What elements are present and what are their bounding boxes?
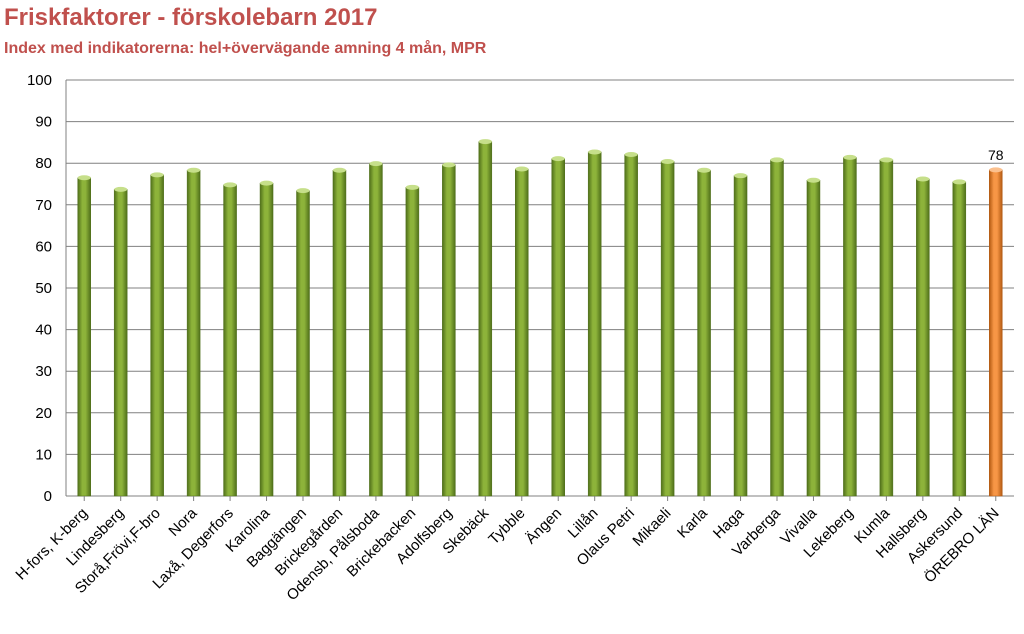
bar-5	[259, 182, 274, 497]
bar-top-6	[296, 188, 310, 194]
y-tick-label: 70	[35, 197, 52, 214]
bar-17	[697, 170, 711, 497]
bar-top-9	[405, 184, 419, 190]
y-tick-label: 0	[44, 488, 52, 505]
bar-25	[989, 169, 1003, 497]
x-tick-label: Mikaeli	[629, 505, 674, 550]
y-tick-label: 90	[35, 114, 52, 131]
bar-18	[733, 175, 748, 497]
bar-24	[952, 181, 967, 497]
bar-top-7	[332, 167, 346, 173]
bar-12	[515, 168, 529, 497]
bar-top-0	[77, 175, 91, 181]
x-tick-label: Karla	[674, 504, 711, 541]
y-tick-label: 80	[35, 155, 52, 172]
bar-6	[296, 190, 310, 497]
bar-2	[150, 174, 164, 497]
bar-1	[113, 189, 128, 497]
bar-9	[405, 187, 420, 497]
bar-23	[916, 178, 930, 497]
bar-11	[478, 141, 493, 497]
bar-21	[843, 157, 857, 497]
y-tick-label: 10	[35, 446, 52, 463]
y-tick-label: 20	[35, 405, 52, 422]
bar-top-3	[187, 167, 201, 173]
bar-top-13	[551, 156, 565, 162]
bar-8	[369, 163, 383, 497]
bar-top-8	[369, 161, 383, 167]
data-label: 78	[988, 147, 1004, 163]
bar-top-23	[916, 176, 930, 182]
bar-top-12	[515, 166, 529, 172]
bar-top-11	[478, 139, 492, 145]
x-tick-label: Ängen	[522, 505, 565, 548]
bar-top-18	[734, 173, 748, 179]
bar-22	[879, 159, 894, 497]
bar-top-24	[952, 179, 966, 185]
chart-subtitle: Index med indikatorerna: hel+övervägande…	[4, 40, 487, 57]
bar-15	[624, 154, 638, 497]
y-tick-label: 100	[27, 72, 52, 89]
y-tick-label: 60	[35, 238, 52, 255]
bar-top-4	[223, 182, 237, 188]
bar-13	[551, 158, 565, 497]
bar-top-5	[260, 180, 274, 186]
bar-top-19	[770, 157, 784, 163]
bar-20	[806, 180, 821, 497]
bar-top-2	[150, 172, 164, 178]
bar-top-20	[806, 177, 820, 183]
bar-16	[660, 161, 675, 497]
bar-top-15	[624, 151, 638, 157]
bar-top-1	[114, 186, 128, 192]
bar-top-25	[989, 167, 1003, 173]
y-tick-label: 30	[35, 363, 52, 380]
bar-19	[770, 159, 784, 497]
bar-3	[186, 170, 201, 497]
bar-4	[223, 184, 237, 497]
y-tick-label: 50	[35, 280, 52, 297]
bar-top-22	[879, 157, 893, 163]
bar-7	[332, 170, 347, 497]
bar-10	[442, 164, 456, 497]
bar-top-10	[442, 162, 456, 168]
y-tick-label: 40	[35, 322, 52, 339]
chart-title: Friskfaktorer - förskolebarn 2017	[4, 4, 378, 31]
x-tick-label: Tybble	[485, 505, 528, 548]
bar-top-17	[697, 167, 711, 173]
bar-14	[587, 151, 602, 497]
bar-top-21	[843, 154, 857, 160]
bar-top-14	[588, 149, 602, 155]
bar-0	[77, 177, 91, 497]
bar-top-16	[661, 159, 675, 165]
